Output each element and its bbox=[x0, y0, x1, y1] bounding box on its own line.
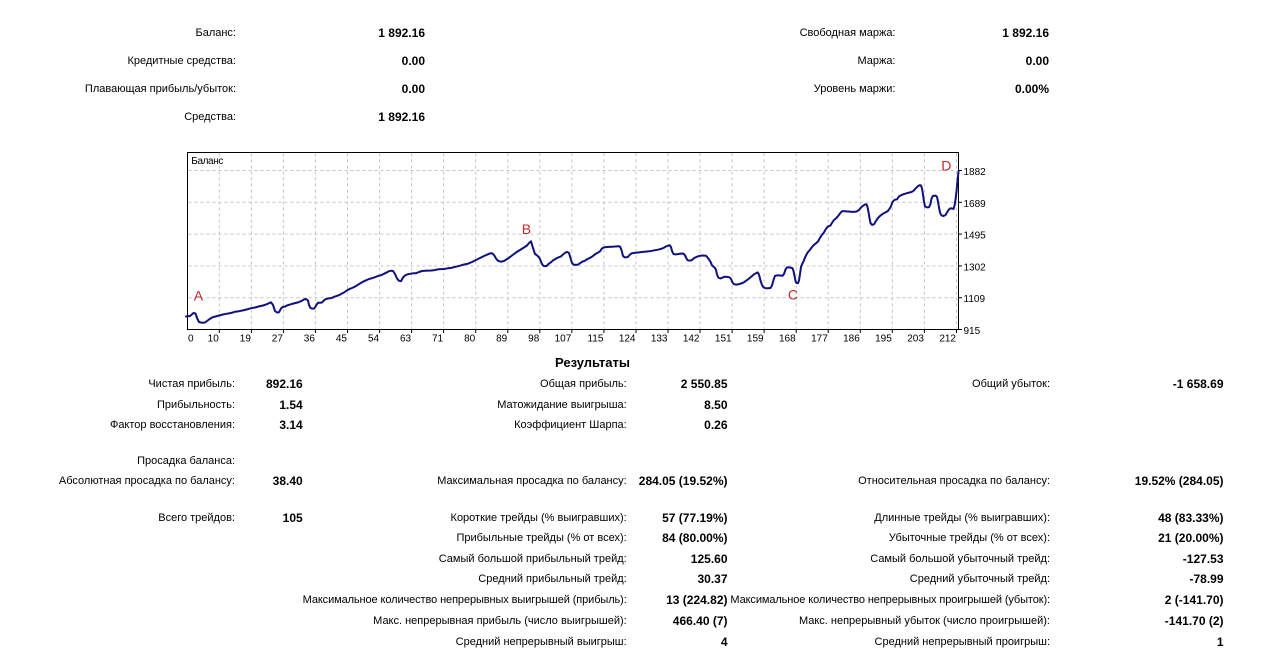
svg-text:27: 27 bbox=[272, 334, 284, 345]
svg-text:168: 168 bbox=[779, 334, 796, 345]
svg-text:142: 142 bbox=[683, 334, 700, 345]
svg-text:B: B bbox=[522, 221, 531, 237]
svg-text:115: 115 bbox=[587, 334, 603, 345]
svg-text:D: D bbox=[941, 158, 951, 174]
svg-text:1882: 1882 bbox=[964, 167, 987, 178]
svg-text:151: 151 bbox=[715, 334, 732, 345]
svg-text:19: 19 bbox=[240, 334, 252, 345]
svg-text:Баланс: Баланс bbox=[191, 156, 223, 167]
svg-text:0: 0 bbox=[188, 334, 194, 345]
svg-text:C: C bbox=[788, 287, 798, 303]
svg-text:195: 195 bbox=[875, 334, 892, 345]
svg-text:212: 212 bbox=[939, 334, 956, 345]
svg-text:177: 177 bbox=[811, 334, 828, 345]
svg-text:133: 133 bbox=[651, 334, 668, 345]
svg-text:63: 63 bbox=[400, 334, 412, 345]
svg-text:80: 80 bbox=[464, 334, 476, 345]
svg-text:203: 203 bbox=[907, 334, 924, 345]
svg-text:A: A bbox=[194, 288, 204, 304]
svg-text:36: 36 bbox=[304, 334, 316, 345]
svg-text:54: 54 bbox=[368, 334, 380, 345]
svg-text:89: 89 bbox=[496, 334, 508, 345]
svg-text:186: 186 bbox=[843, 334, 860, 345]
svg-text:1109: 1109 bbox=[964, 294, 986, 305]
svg-text:107: 107 bbox=[555, 334, 572, 345]
svg-text:1689: 1689 bbox=[964, 199, 987, 210]
svg-text:10: 10 bbox=[208, 334, 220, 345]
svg-text:124: 124 bbox=[619, 334, 636, 345]
svg-text:915: 915 bbox=[964, 326, 981, 337]
svg-text:1495: 1495 bbox=[964, 231, 987, 242]
svg-text:71: 71 bbox=[432, 334, 444, 345]
svg-text:98: 98 bbox=[528, 334, 540, 345]
svg-text:1302: 1302 bbox=[964, 262, 987, 273]
svg-text:159: 159 bbox=[747, 334, 764, 345]
svg-text:45: 45 bbox=[336, 334, 348, 345]
